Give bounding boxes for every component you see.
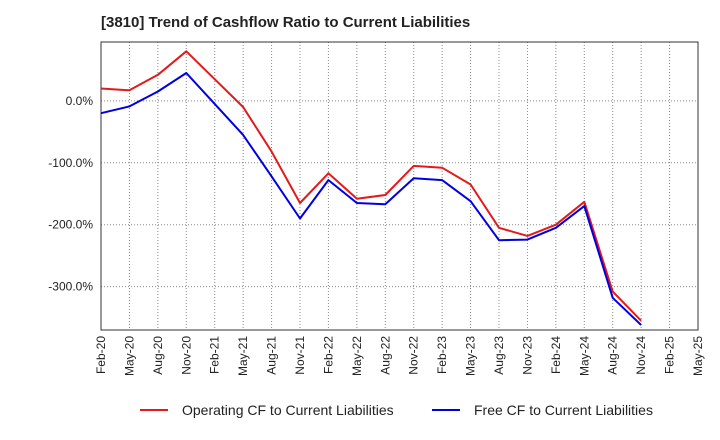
plot-frame xyxy=(100,41,699,331)
x-tick-label: Aug-20 xyxy=(151,336,165,375)
x-tick-label: Feb-24 xyxy=(549,336,563,374)
x-tick-label: Feb-23 xyxy=(435,336,449,374)
x-tick-label: May-23 xyxy=(464,336,478,376)
x-tick-label: May-25 xyxy=(691,336,705,376)
x-tick-label: Nov-20 xyxy=(179,336,193,375)
x-tick-label: May-21 xyxy=(236,336,250,376)
legend-label-operating: Operating CF to Current Liabilities xyxy=(182,402,394,418)
legend-swatch-free xyxy=(432,409,460,411)
x-tick-label: Feb-22 xyxy=(321,336,335,374)
x-tick-label: Nov-23 xyxy=(520,336,534,375)
legend-swatch-operating xyxy=(140,409,168,411)
legend: Operating CF to Current Liabilities Free… xyxy=(0,402,720,426)
y-tick-label: -200.0% xyxy=(48,218,93,232)
x-tick-label: Aug-22 xyxy=(378,336,392,375)
x-tick-label: Nov-24 xyxy=(634,336,648,375)
x-tick-label: Aug-23 xyxy=(492,336,506,375)
x-tick-label: May-20 xyxy=(122,336,136,376)
x-tick-label: Nov-22 xyxy=(407,336,421,375)
legend-item-free: Free CF to Current Liabilities xyxy=(432,402,653,418)
y-tick-label: -100.0% xyxy=(48,156,93,170)
x-tick-label: May-22 xyxy=(350,336,364,376)
x-tick-label: Nov-21 xyxy=(293,336,307,375)
x-tick-label: Aug-21 xyxy=(265,336,279,375)
x-tick-label: May-24 xyxy=(577,336,591,376)
y-tick-label: 0.0% xyxy=(66,94,94,108)
x-tick-label: Aug-24 xyxy=(606,336,620,375)
x-tick-label: Feb-25 xyxy=(663,336,677,374)
chart-title: [3810] Trend of Cashflow Ratio to Curren… xyxy=(101,14,471,31)
series-line-free xyxy=(100,72,642,326)
x-tick-label: Feb-20 xyxy=(94,336,108,374)
series-line-operating xyxy=(100,50,642,322)
y-tick-label: -300.0% xyxy=(48,280,93,294)
x-tick-label: Feb-21 xyxy=(208,336,222,374)
legend-label-free: Free CF to Current Liabilities xyxy=(474,402,653,418)
legend-item-operating: Operating CF to Current Liabilities xyxy=(140,402,394,418)
